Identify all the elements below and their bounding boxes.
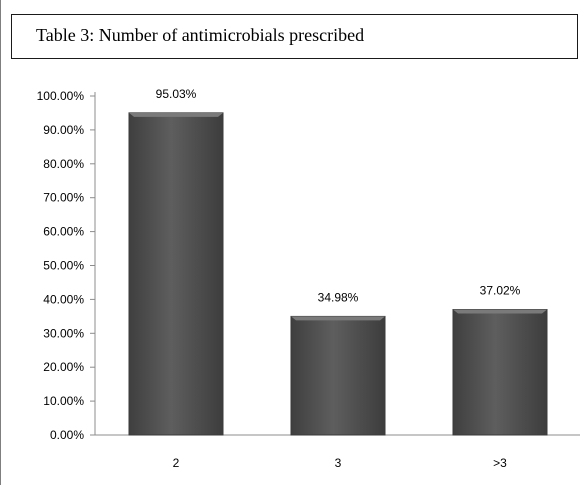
y-tick-label: 20.00% xyxy=(43,360,84,374)
x-tick-label: 3 xyxy=(335,456,342,470)
y-tick-label: 70.00% xyxy=(43,191,84,205)
bar-top-bevel xyxy=(129,112,223,117)
chart-title-box: Table 3: Number of antimicrobials prescr… xyxy=(11,14,578,59)
bar-top-bevel xyxy=(453,309,547,314)
data-label: 34.98% xyxy=(318,290,359,304)
bars xyxy=(128,112,548,436)
y-tick-label: 80.00% xyxy=(43,157,84,171)
y-tick-label: 30.00% xyxy=(43,326,84,340)
data-label: 37.02% xyxy=(480,284,521,298)
bar xyxy=(452,309,548,436)
bar xyxy=(128,112,224,436)
data-label: 95.03% xyxy=(156,87,197,101)
bar-body xyxy=(452,309,548,436)
y-tick-label: 60.00% xyxy=(43,225,84,239)
x-tick-label: >3 xyxy=(493,456,507,470)
labels: 0.00% 10.00% 20.00% 30.00% 40.00% 50.00% 60.00… xyxy=(37,87,521,470)
bar-body xyxy=(290,315,386,436)
y-tick-label: 100.00% xyxy=(37,89,85,103)
bar-top-bevel xyxy=(291,316,385,321)
y-tick-label: 10.00% xyxy=(43,394,84,408)
y-tick-label: 0.00% xyxy=(50,428,84,442)
bar-body xyxy=(128,112,224,436)
bar xyxy=(290,315,386,436)
x-tick-label: 2 xyxy=(173,456,180,470)
chart-title: Table 3: Number of antimicrobials prescr… xyxy=(36,25,365,45)
y-tick-label: 40.00% xyxy=(43,292,84,306)
y-tick-label: 90.00% xyxy=(43,123,84,137)
y-tick-label: 50.00% xyxy=(43,259,84,273)
